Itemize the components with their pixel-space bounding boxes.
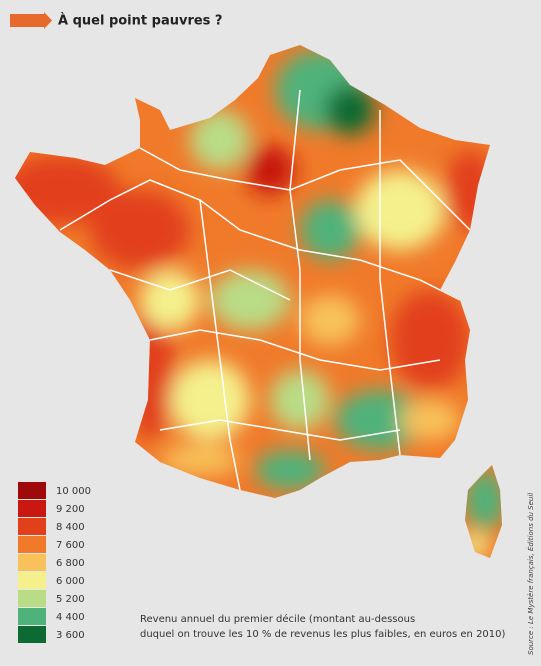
legend-label: 8 400 [56,522,85,533]
legend-swatch [18,554,46,571]
caption-line: duquel on trouve les 10 % de revenus les… [140,629,506,640]
legend-label: 6 000 [56,576,85,587]
legend-label: 10 000 [56,486,91,497]
legend-label: 5 200 [56,594,85,605]
department-borders [59,89,471,491]
legend-swatch [18,608,46,625]
legend-label: 6 800 [56,558,85,569]
legend-label: 3 600 [56,630,85,641]
legend-label: 9 200 [56,504,85,515]
legend-swatch [18,626,46,643]
legend-swatch [18,572,46,589]
title-arrow [10,14,44,27]
legend-label: 7 600 [56,540,85,551]
legend-swatch [18,518,46,535]
title: À quel point pauvres ? [58,13,222,29]
legend-swatch [18,482,46,499]
legend-swatch [18,590,46,607]
source: Source : Le Mystère français, Éditions d… [526,493,535,655]
legend-swatch [18,536,46,553]
legend: 10 000 9 200 8 400 7 600 6 800 6 000 5 200 4 40… [18,482,91,643]
legend-swatch [18,500,46,517]
title-arrow [44,12,52,29]
caption-line: Revenu annuel du premier décile (montant… [140,613,415,625]
legend-label: 4 400 [56,612,85,623]
